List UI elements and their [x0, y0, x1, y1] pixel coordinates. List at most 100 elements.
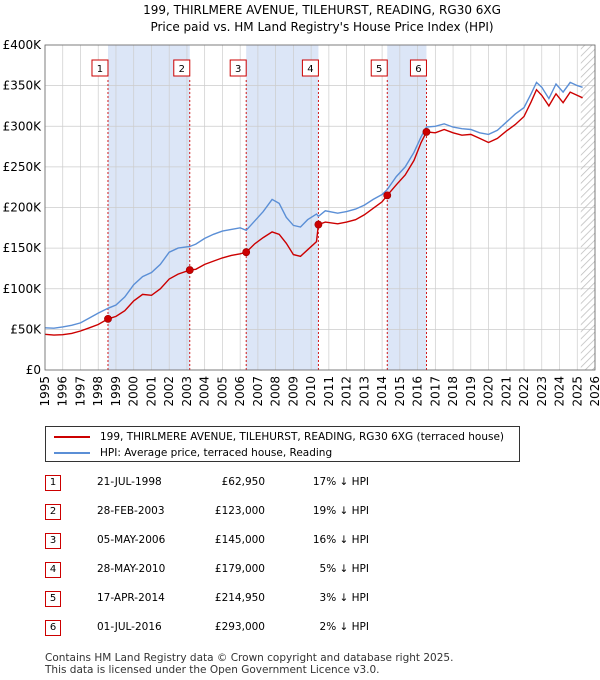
table-row: 1 21-JUL-1998 £62,950 17% ↓ HPI [45, 472, 385, 501]
transaction-label-box: 1 [91, 59, 109, 77]
x-tick-label: 2013 [357, 376, 371, 407]
x-tick-label: 2015 [393, 376, 407, 407]
transaction-price: £123,000 [214, 505, 265, 517]
transaction-date: 28-FEB-2003 [97, 505, 165, 517]
plot-frame [44, 44, 596, 371]
transaction-number: 2 [45, 504, 61, 520]
transaction-number: 3 [45, 533, 61, 549]
legend-swatch-price [54, 436, 90, 438]
legend-label-price: 199, THIRLMERE AVENUE, TILEHURST, READIN… [100, 431, 505, 443]
x-tick-label: 2026 [588, 376, 600, 407]
transaction-hpi-diff: 3% ↓ HPI [319, 592, 369, 604]
x-tick-label: 2012 [340, 376, 354, 407]
x-tick-label: 1999 [109, 376, 123, 407]
transaction-labels: 1 2 3 4 5 6 [91, 59, 427, 77]
legend-swatch-hpi [54, 452, 90, 454]
chart-subtitle: Price paid vs. HM Land Registry's House … [150, 20, 493, 34]
x-axis-ticks: 1995 1996 1997 1998 1999 2000 2001 2002 2003 2004… [38, 376, 600, 407]
x-tick-label: 2017 [428, 376, 442, 407]
transaction-hpi-diff: 16% ↓ HPI [312, 534, 369, 546]
x-tick-label: 2025 [570, 376, 584, 407]
transaction-label-text: 3 [235, 64, 241, 75]
x-tick-label: 2007 [251, 376, 265, 407]
x-tick-label: 2009 [286, 376, 300, 407]
y-tick-label: £100K [3, 282, 43, 296]
transaction-price: £293,000 [214, 621, 265, 633]
x-tick-label: 1996 [56, 376, 70, 407]
y-axis-ticks: £0 £50K £100K £150K £200K £250K £300K £350K £400… [3, 38, 43, 377]
table-row: 4 28-MAY-2010 £179,000 5% ↓ HPI [45, 559, 385, 588]
table-row: 5 17-APR-2014 £214,950 3% ↓ HPI [45, 588, 385, 617]
transaction-label-text: 1 [97, 64, 103, 75]
x-tick-label: 1997 [73, 376, 87, 407]
transaction-label-frame [409, 59, 427, 77]
transaction-markers [104, 128, 431, 323]
transaction-marker [242, 248, 251, 257]
legend-label-hpi: HPI: Average price, terraced house, Read… [100, 447, 333, 459]
transaction-marker [104, 314, 112, 323]
legend: 199, THIRLMERE AVENUE, TILEHURST, READIN… [45, 426, 520, 462]
transaction-label-text: 2 [179, 64, 185, 75]
y-tick-label: £200K [3, 201, 43, 215]
transaction-label-text: 4 [307, 64, 313, 75]
x-tick-label: 2002 [162, 376, 176, 407]
transaction-date: 05-MAY-2006 [97, 534, 166, 546]
transactions-table: 1 21-JUL-1998 £62,950 17% ↓ HPI 2 28-FEB… [45, 472, 385, 646]
x-tick-label: 2005 [215, 376, 229, 407]
transaction-label-box: 4 [301, 59, 319, 77]
chart-title: 199, THIRLMERE AVENUE, TILEHURST, READIN… [143, 3, 501, 17]
y-tick-label: £300K [3, 119, 43, 133]
transaction-marker [383, 191, 392, 200]
y-tick-label: £400K [3, 38, 43, 52]
x-tick-label: 2022 [517, 376, 531, 407]
transaction-label-frame [173, 59, 191, 77]
transaction-price: £62,950 [221, 476, 265, 488]
x-tick-label: 2018 [446, 376, 460, 407]
transaction-date: 28-MAY-2010 [97, 563, 166, 575]
transaction-label-box: 5 [370, 59, 388, 77]
transaction-hpi-diff: 19% ↓ HPI [312, 505, 369, 517]
hatched-region [580, 45, 595, 370]
transaction-hpi-diff: 2% ↓ HPI [319, 621, 369, 633]
table-row: 6 01-JUL-2016 £293,000 2% ↓ HPI [45, 617, 385, 646]
transaction-number: 1 [45, 475, 61, 491]
x-tick-label: 2016 [411, 376, 425, 407]
price-chart: 199, THIRLMERE AVENUE, TILEHURST, READIN… [3, 3, 600, 407]
x-tick-label: 2010 [304, 376, 318, 407]
x-tick-label: 2006 [233, 376, 247, 407]
footer-licence: This data is licensed under the Open Gov… [45, 664, 380, 676]
transaction-date: 01-JUL-2016 [97, 621, 162, 633]
transaction-label-frame [370, 59, 388, 77]
x-tick-label: 2023 [535, 376, 549, 407]
transaction-label-box: 3 [229, 59, 247, 77]
x-tick-label: 2019 [464, 376, 478, 407]
y-tick-label: £350K [3, 79, 43, 93]
transaction-number: 5 [45, 591, 61, 607]
x-tick-label: 2024 [553, 376, 567, 407]
x-tick-label: 2020 [482, 376, 496, 407]
x-tick-label: 2003 [180, 376, 194, 407]
transaction-number: 4 [45, 562, 61, 578]
transaction-label-box: 6 [409, 59, 427, 77]
footer-attribution: Contains HM Land Registry data © Crown c… [45, 652, 453, 676]
x-tick-label: 2014 [375, 376, 389, 407]
transaction-label-frame [91, 59, 109, 77]
transaction-marker [422, 128, 431, 136]
legend-item-hpi: HPI: Average price, terraced house, Read… [54, 445, 332, 461]
x-tick-label: 2004 [198, 376, 212, 407]
transaction-date: 21-JUL-1998 [97, 476, 162, 488]
transaction-label-text: 5 [376, 64, 382, 75]
x-tick-label: 1995 [38, 376, 52, 407]
series-line-hpi [45, 81, 583, 329]
table-row: 2 28-FEB-2003 £123,000 19% ↓ HPI [45, 501, 385, 530]
x-tick-label: 2001 [144, 376, 158, 407]
x-tick-label: 2021 [499, 376, 513, 407]
y-tick-label: £0 [26, 363, 41, 377]
transaction-marker [185, 266, 194, 274]
transaction-date: 17-APR-2014 [97, 592, 165, 604]
x-tick-label: 2000 [127, 376, 141, 407]
transaction-price: £145,000 [214, 534, 265, 546]
legend-item-price: 199, THIRLMERE AVENUE, TILEHURST, READIN… [54, 429, 504, 445]
footer-copyright: Contains HM Land Registry data © Crown c… [45, 652, 454, 664]
y-tick-label: £50K [10, 322, 42, 336]
